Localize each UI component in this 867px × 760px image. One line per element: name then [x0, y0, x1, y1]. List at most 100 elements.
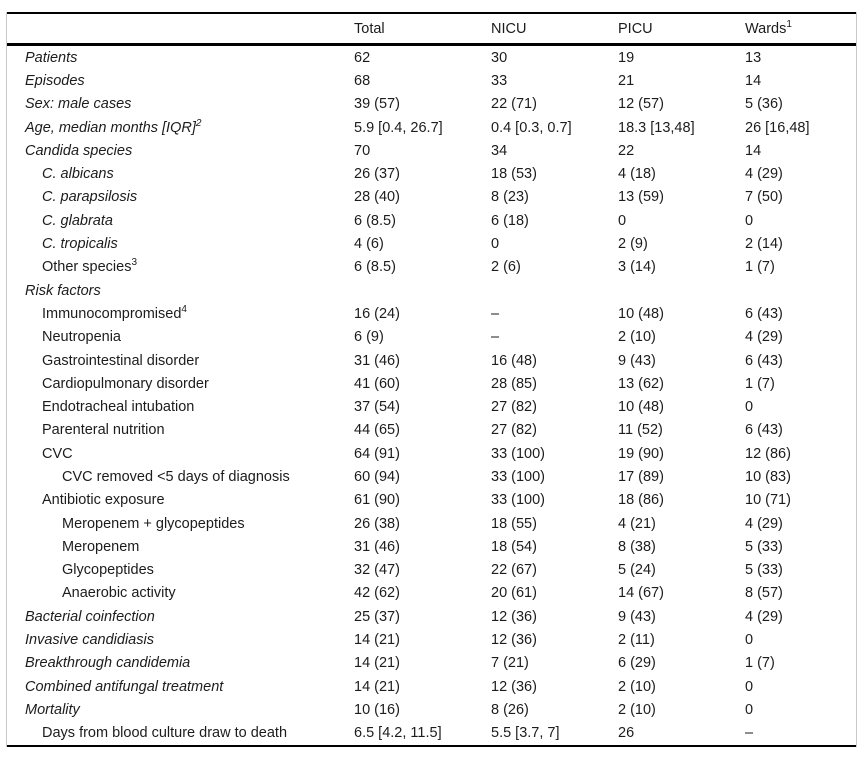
value-cell: 2 (10) [618, 701, 656, 718]
value-cell: 22 (67) [491, 562, 537, 579]
row-label: Meropenem [62, 538, 140, 555]
value-cell: 2 (10) [618, 329, 656, 346]
table-row: CVC removed <5 days of diagnosis 60 (94) 3… [7, 465, 856, 488]
row-label: Cardiopulmonary disorder [42, 375, 209, 392]
row-label: C. parapsilosis [42, 189, 138, 206]
value-cell: 25 (37) [354, 608, 400, 625]
value-cell: 33 [491, 72, 508, 89]
column-header-total: Total [354, 20, 385, 37]
table-row: Meropenem 31 (46) 18 (54) 8 (38) 5 (33) [7, 535, 856, 558]
value-cell: 2 (9) [618, 236, 648, 253]
value-cell: 2 (10) [618, 678, 656, 695]
value-cell: 33 (100) [491, 468, 546, 485]
value-cell: 0 [491, 236, 500, 253]
value-cell: 6 (29) [618, 655, 656, 672]
table-header-row: Total NICU PICU Wards1 [7, 12, 856, 46]
value-cell: 10 (48) [618, 399, 664, 416]
table-row: Patients 62 30 19 13 [7, 46, 856, 69]
value-cell: 27 (82) [491, 422, 537, 439]
value-cell: 4 (21) [618, 515, 656, 532]
value-cell: 12 (57) [618, 96, 664, 113]
table-row: Other species3 6 (8.5) 2 (6) 3 (14) 1 (7) [7, 256, 856, 279]
value-cell: 6 (43) [745, 352, 783, 369]
value-cell: 20 (61) [491, 585, 537, 602]
row-label: Breakthrough candidemia [25, 655, 191, 672]
footnote-marker: 3 [131, 257, 138, 269]
column-header-wards-label: Wards [745, 20, 787, 37]
value-cell: 28 (40) [354, 189, 400, 206]
value-cell: 33 (100) [491, 492, 546, 509]
value-cell: 13 [745, 49, 762, 66]
value-cell: 27 (82) [491, 399, 537, 416]
value-cell: 12 (36) [491, 608, 537, 625]
row-label: Gastrointestinal disorder [42, 352, 200, 369]
value-cell: 6 (9) [354, 329, 384, 346]
value-cell: 5 (33) [745, 538, 783, 555]
table-row: Mortality 10 (16) 8 (26) 2 (10) 0 [7, 698, 856, 721]
table-row: Bacterial coinfection 25 (37) 12 (36) 9 (43… [7, 605, 856, 628]
row-label: Bacterial coinfection [25, 608, 155, 625]
row-label: Days from blood culture draw to death [42, 725, 288, 742]
row-label: Patients [25, 49, 78, 66]
value-cell: 41 (60) [354, 375, 400, 392]
value-cell: 6.5 [4.2, 11.5] [354, 725, 442, 742]
value-cell: 62 [354, 49, 371, 66]
value-cell: 22 [618, 142, 635, 159]
row-label: Antibiotic exposure [42, 492, 165, 509]
table-row: Episodes 68 33 21 14 [7, 69, 856, 92]
value-cell: 6 (8.5) [354, 259, 396, 276]
column-header-nicu: NICU [491, 20, 527, 37]
value-cell: 33 (100) [491, 445, 546, 462]
value-cell: 4 (6) [354, 236, 384, 253]
value-cell: 2 (6) [491, 259, 521, 276]
row-label: C. albicans [42, 166, 114, 183]
row-label: CVC [42, 445, 73, 462]
value-cell: 4 (29) [745, 515, 783, 532]
value-cell: 64 (91) [354, 445, 400, 462]
value-cell: 5.5 [3.7, 7] [491, 725, 560, 742]
value-cell: 10 (71) [745, 492, 791, 509]
table-row: Sex: male cases 39 (57) 22 (71) 12 (57) 5 (3… [7, 93, 856, 116]
row-label: C. glabrata [42, 212, 113, 229]
value-cell: 18 (53) [491, 166, 537, 183]
value-cell: 5.9 [0.4, 26.7] [354, 119, 443, 136]
value-cell: 14 (21) [354, 678, 400, 695]
row-label: Meropenem + glycopeptides [62, 515, 245, 532]
value-cell: 0 [745, 701, 754, 718]
table-row: Days from blood culture draw to death 6.5… [7, 722, 856, 745]
footnote-marker: 1 [786, 18, 792, 30]
table-row: Cardiopulmonary disorder 41 (60) 28 (85) 13… [7, 372, 856, 395]
value-cell: 6 (43) [745, 305, 783, 322]
row-label: CVC removed <5 days of diagnosis [62, 468, 290, 485]
value-cell: – [491, 329, 500, 346]
value-cell: 26 (37) [354, 166, 400, 183]
value-cell: 7 (21) [491, 655, 529, 672]
value-cell: 1 (7) [745, 375, 775, 392]
table-row: C. parapsilosis 28 (40) 8 (23) 13 (59) 7 (50… [7, 186, 856, 209]
table-row: Immunocompromised4 16 (24) – 10 (48) 6 (43) [7, 302, 856, 325]
value-cell: 9 (43) [618, 352, 656, 369]
value-cell: 10 (48) [618, 305, 664, 322]
value-cell: 13 (62) [618, 375, 664, 392]
value-cell: 2 (14) [745, 236, 783, 253]
table-row: CVC 64 (91) 33 (100) 19 (90) 12 (86) [7, 442, 856, 465]
table-row: Age, median months [IQR]2 5.9 [0.4, 26.7]… [7, 116, 856, 139]
row-label: Sex: male cases [25, 96, 132, 113]
value-cell: 1 (7) [745, 259, 775, 276]
table-row: Neutropenia 6 (9) – 2 (10) 4 (29) [7, 326, 856, 349]
value-cell: 42 (62) [354, 585, 400, 602]
value-cell: 11 (52) [618, 422, 663, 439]
value-cell: 14 (21) [354, 655, 400, 672]
row-label: Neutropenia [42, 329, 121, 346]
table-row: C. albicans 26 (37) 18 (53) 4 (18) 4 (29) [7, 162, 856, 185]
table-row: Risk factors [7, 279, 856, 302]
value-cell: 19 [618, 49, 635, 66]
value-cell: 0.4 [0.3, 0.7] [491, 119, 572, 136]
value-cell: – [745, 725, 754, 742]
value-cell: 21 [618, 72, 635, 89]
table-row: Endotracheal intubation 37 (54) 27 (82) 10 … [7, 395, 856, 418]
value-cell: 5 (36) [745, 96, 783, 113]
value-cell: 19 (90) [618, 445, 664, 462]
table-row: Gastrointestinal disorder 31 (46) 16 (48) 9… [7, 349, 856, 372]
value-cell: 8 (38) [618, 538, 656, 555]
